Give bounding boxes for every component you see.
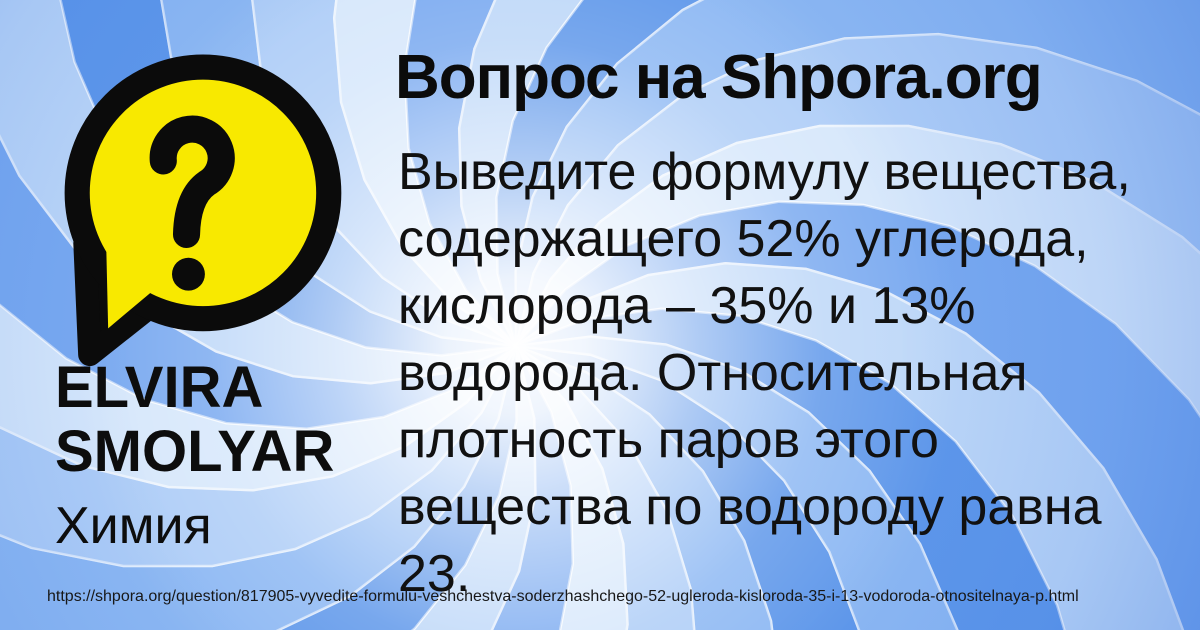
question-text-line: содержащего 52% углерода, <box>398 210 1089 268</box>
question-text-line: водорода. Относительная <box>398 344 1028 402</box>
author-name-line: ELVIRA <box>55 355 264 420</box>
question-text-line: Выведите формулу вещества, <box>398 143 1131 201</box>
question-text-line: 23. <box>398 545 471 603</box>
card-title: Вопрос на Shpora.org <box>395 43 1043 112</box>
question-text: Выведите формулу вещества, содержащего 5… <box>398 139 1198 608</box>
author-name: ELVIRA SMOLYAR <box>55 356 395 484</box>
source-url: https://shpora.org/question/817905-vyved… <box>47 588 1079 605</box>
question-text-line: вещества по водороду равна <box>398 478 1102 536</box>
question-text-line: плотность паров этого <box>398 411 939 469</box>
author-name-line: SMOLYAR <box>55 419 335 484</box>
question-text-line: кислорода – 35% и 13% <box>398 277 976 335</box>
subject-label: Химия <box>55 497 212 555</box>
question-mark-speech-bubble-icon <box>64 54 342 367</box>
